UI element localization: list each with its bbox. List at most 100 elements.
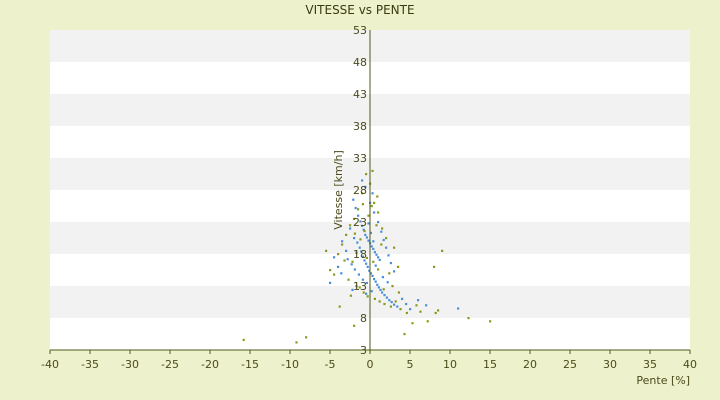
data-point [346,258,349,261]
data-point [387,254,390,257]
data-point [337,265,340,268]
chart-title: VITESSE vs PENTE [305,3,414,17]
data-point [333,256,336,259]
data-point [345,249,348,252]
x-tick-label: 15 [483,358,497,371]
data-point [354,206,357,210]
y-tick-label: 23 [353,216,367,229]
data-point [353,217,356,220]
data-point [397,265,400,268]
x-tick-label: 10 [443,358,457,371]
data-point [390,301,393,304]
data-point [372,260,375,263]
data-point [396,305,399,308]
data-point [388,272,391,275]
data-point [383,293,386,297]
data-points [242,169,492,344]
data-point [371,169,374,172]
data-point [366,265,369,268]
data-point [382,238,385,242]
data-point [362,228,365,231]
data-point [372,247,375,251]
data-point [357,214,360,217]
x-tick-label: -15 [241,358,259,371]
data-point [371,192,374,195]
y-axis-label: Vitesse [km/h] [332,150,345,230]
data-point [361,192,364,195]
data-point [349,227,352,230]
data-point [367,222,370,225]
data-point [411,322,414,325]
data-point [415,304,418,307]
data-point [409,308,412,311]
data-point [359,220,362,223]
data-point [358,246,361,249]
y-tick-label: 48 [353,56,367,69]
data-point [361,278,364,281]
data-point [397,291,400,294]
data-point [385,296,388,299]
data-point [352,198,355,201]
data-point [434,311,437,315]
data-point [393,270,396,273]
data-point [341,243,344,246]
data-point [373,297,376,300]
data-point [357,208,360,211]
data-point [370,245,373,248]
data-point [373,251,376,254]
data-point [389,261,392,265]
data-point [242,338,245,341]
x-tick-label: 5 [407,358,414,371]
data-point [377,286,380,289]
data-point [388,299,391,302]
x-tick-label: -5 [325,358,336,371]
data-point [345,233,348,236]
x-tick-label: -25 [161,358,179,371]
data-point [391,285,394,288]
data-point [378,300,381,303]
data-point [356,241,359,244]
data-point [353,324,356,327]
data-point [403,333,406,336]
data-point [382,288,385,291]
x-axis-label: Pente [%] [636,374,690,387]
data-point [441,249,444,252]
data-point [343,259,346,262]
data-point [401,297,404,300]
data-point [372,240,375,243]
data-point [394,300,397,303]
x-tick-label: 25 [563,358,577,371]
data-point [373,211,376,214]
data-point [361,224,364,228]
data-point [355,285,358,288]
data-point [367,214,370,217]
x-tick-label: 0 [367,358,374,371]
data-point [385,237,388,240]
data-point [365,256,368,260]
data-point [375,253,378,256]
data-point [333,273,336,276]
data-point [419,310,422,313]
x-tick-label: -10 [281,358,299,371]
data-point [380,243,383,246]
data-point [364,233,367,236]
data-point [305,336,308,339]
data-point [375,224,378,227]
data-point [376,195,379,198]
data-point [349,294,352,297]
x-tick-label: -20 [201,358,219,371]
y-tick-label: 53 [353,24,367,37]
data-point [467,317,470,320]
data-point [366,295,369,298]
x-tick-label: 35 [643,358,657,371]
data-point [340,272,343,275]
data-point [365,281,368,284]
data-point [365,292,368,295]
data-point [361,179,364,182]
data-point [353,237,356,240]
data-point [351,260,354,263]
data-point [347,278,350,281]
x-tick-label: 40 [683,358,697,371]
data-point [369,231,372,235]
